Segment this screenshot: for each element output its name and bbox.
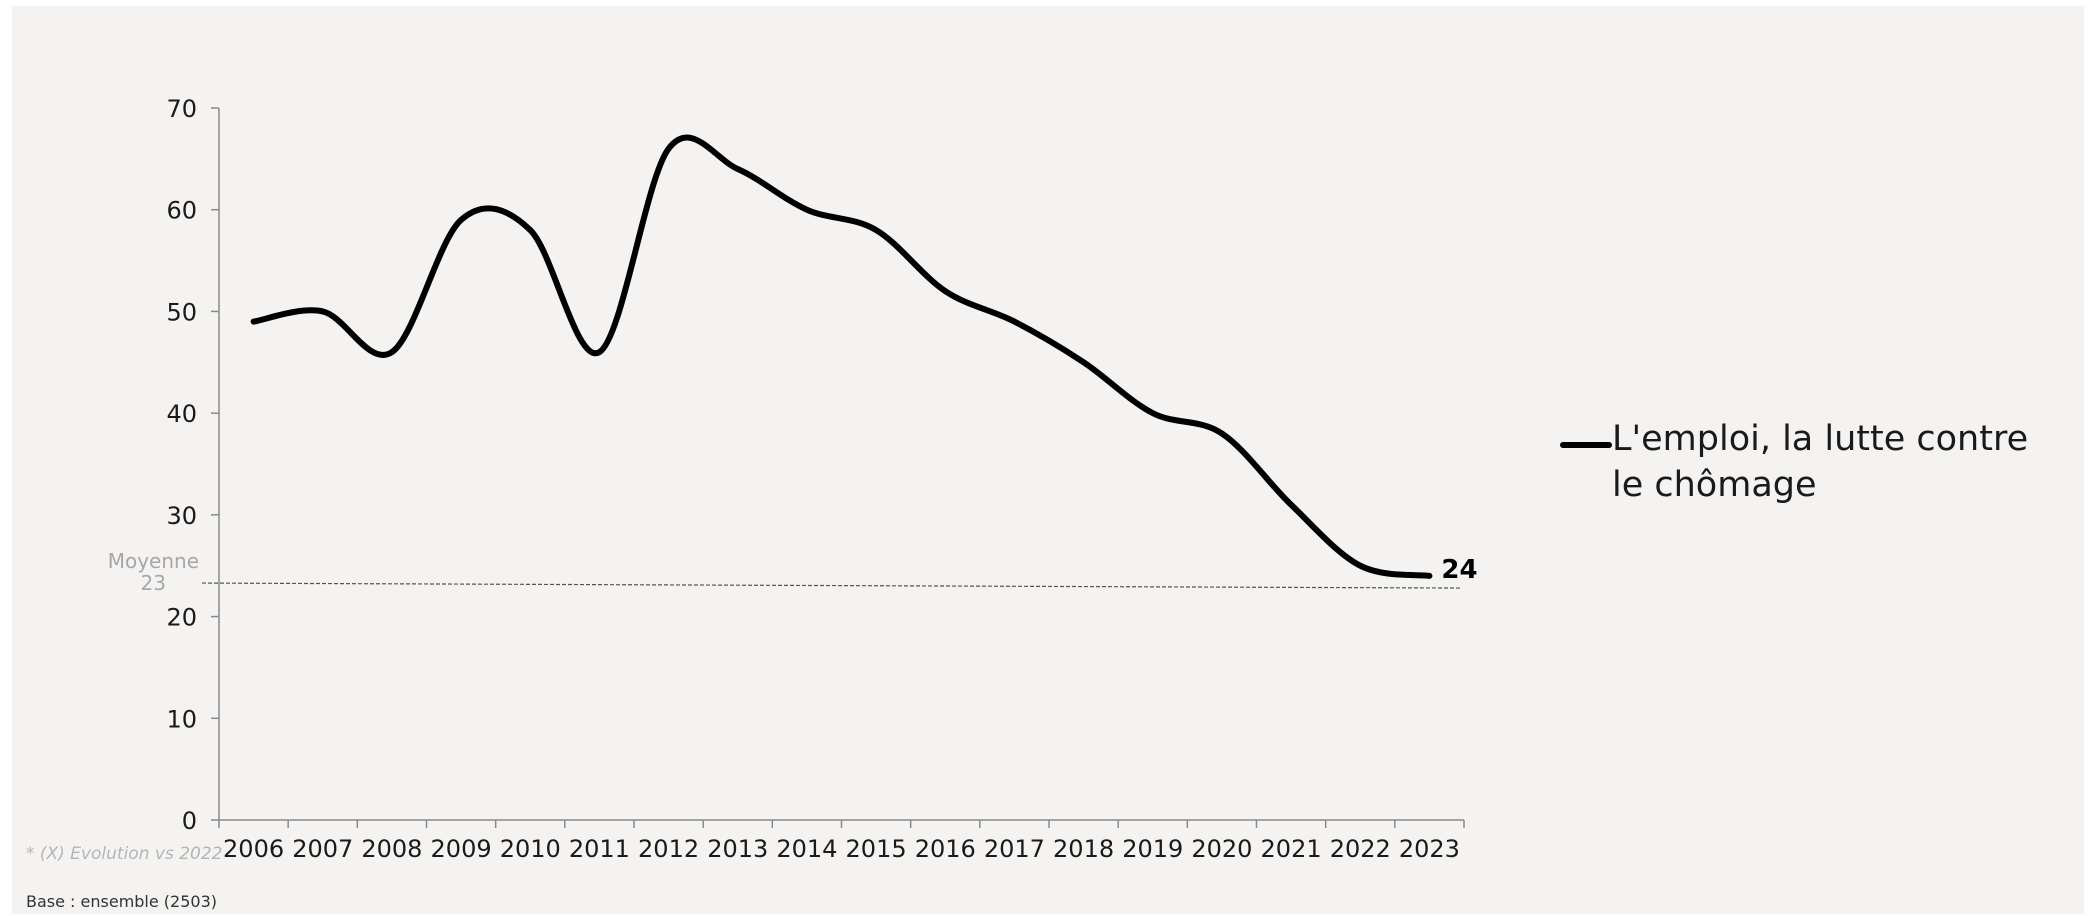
y-tick-label: 0	[182, 807, 197, 835]
x-tick-label: 2015	[846, 835, 907, 863]
chart-panel: 0 10 20 30 40 50 60 70 2006 2007 2008 2009 2010 2011 2…	[12, 6, 2084, 914]
y-tick-label: 10	[166, 705, 197, 733]
x-tick-label: 2023	[1399, 835, 1460, 863]
end-value-label: 24	[1441, 555, 1477, 585]
x-tick-label: 2013	[707, 835, 768, 863]
y-tick-label: 20	[166, 604, 197, 632]
x-tick-label: 2016	[915, 835, 976, 863]
x-tick-label: 2011	[569, 835, 630, 863]
x-tick-label: 2020	[1191, 835, 1252, 863]
y-tick-label: 60	[166, 197, 197, 225]
x-tick-label: 2012	[638, 835, 699, 863]
x-tick-label: 2007	[292, 835, 353, 863]
x-tick-label: 2009	[431, 835, 492, 863]
footnote: * (X) Evolution vs 2022	[26, 844, 223, 864]
x-tick-label: 2010	[500, 835, 561, 863]
y-tick-label: 70	[166, 95, 197, 123]
series-line	[250, 134, 1433, 579]
base-note: Base : ensemble (2503)	[26, 892, 218, 911]
average-label: Moyenne	[108, 549, 199, 573]
x-tick-label: 2017	[984, 835, 1045, 863]
line-chart: 0 10 20 30 40 50 60 70 2006 2007 2008 2009 2010 2011 2…	[108, 95, 1478, 863]
x-tick-label: 2014	[776, 835, 837, 863]
series-group: 24	[250, 134, 1478, 585]
x-tick-label: 2018	[1053, 835, 1114, 863]
average-line	[201, 582, 1461, 589]
y-tick-label: 50	[166, 298, 197, 326]
x-tick-label: 2022	[1330, 835, 1391, 863]
axes: 0 10 20 30 40 50 60 70 2006 2007 2008 2009 2010 2011 2…	[166, 95, 1465, 863]
legend: L'emploi, la lutte contre le chômage	[1560, 416, 2080, 508]
x-tick-label: 2021	[1261, 835, 1322, 863]
x-tick-label: 2019	[1122, 835, 1183, 863]
y-tick-label: 40	[166, 400, 197, 428]
y-tick-label: 30	[166, 502, 197, 530]
legend-swatch	[1560, 442, 1612, 448]
x-tick-label: 2008	[361, 835, 422, 863]
x-tick-label: 2006	[223, 835, 284, 863]
legend-label-line-1: L'emploi, la lutte contre	[1612, 419, 2029, 459]
legend-label: L'emploi, la lutte contre le chômage	[1612, 416, 2028, 508]
legend-label-line-2: le chômage	[1612, 465, 1817, 505]
average-value-label: 23	[141, 571, 166, 595]
